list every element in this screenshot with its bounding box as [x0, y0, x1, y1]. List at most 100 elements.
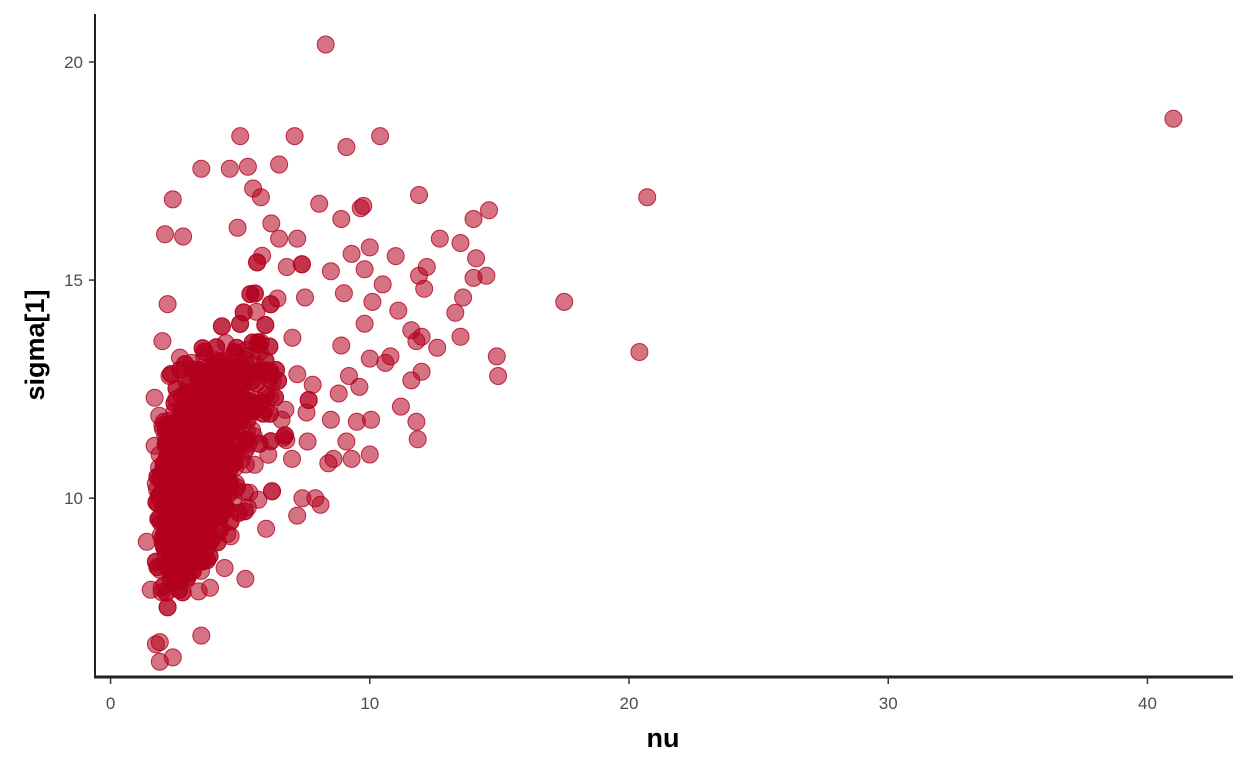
y-axis-ticks: 10 15 20	[64, 53, 95, 508]
data-point	[158, 598, 177, 617]
data-point	[231, 127, 250, 146]
data-point	[238, 430, 257, 449]
data-point	[220, 159, 239, 178]
data-point	[248, 253, 267, 272]
y-tick-label: 15	[64, 271, 83, 290]
data-point	[296, 288, 314, 307]
data-point	[342, 449, 361, 468]
data-point	[464, 210, 483, 228]
data-point	[189, 582, 208, 601]
data-point	[174, 227, 193, 246]
data-point	[350, 377, 369, 396]
data-point	[212, 317, 231, 336]
data-point	[381, 347, 400, 366]
data-point	[194, 376, 213, 395]
data-point	[292, 255, 311, 274]
data-point	[261, 295, 280, 314]
data-point	[638, 188, 657, 207]
data-point	[454, 288, 473, 307]
data-point	[412, 327, 431, 346]
data-point	[163, 552, 182, 571]
data-point	[316, 35, 335, 54]
data-point	[236, 483, 254, 502]
data-point	[262, 214, 281, 233]
data-point	[267, 361, 285, 379]
data-point	[334, 284, 353, 303]
y-tick-label: 20	[64, 53, 83, 72]
data-point	[451, 234, 470, 252]
data-point	[451, 327, 470, 346]
x-tick-label: 10	[360, 694, 379, 713]
data-point	[204, 432, 222, 451]
data-point	[386, 247, 405, 266]
data-point	[363, 292, 382, 311]
y-axis-title: sigma[1]	[20, 289, 50, 400]
data-point	[446, 303, 465, 322]
data-point	[489, 367, 508, 385]
data-point	[175, 386, 194, 405]
x-axis-title: nu	[647, 723, 680, 753]
data-point	[298, 432, 317, 451]
data-point	[428, 338, 447, 357]
data-point	[1164, 109, 1183, 128]
x-tick-label: 0	[106, 694, 115, 713]
data-point	[193, 492, 212, 511]
data-point	[270, 155, 289, 174]
data-point	[480, 201, 498, 220]
data-point	[630, 343, 649, 361]
data-point	[153, 332, 172, 351]
data-point	[430, 229, 449, 248]
data-point	[137, 532, 156, 551]
data-point	[283, 328, 302, 347]
data-point	[156, 225, 174, 244]
data-point	[332, 336, 351, 355]
data-point	[219, 440, 238, 459]
data-point	[415, 279, 434, 298]
data-point	[214, 484, 233, 503]
data-point	[347, 412, 366, 431]
data-point	[238, 157, 257, 176]
data-point	[141, 580, 160, 599]
data-point	[236, 569, 255, 588]
data-point	[389, 301, 408, 320]
data-point	[288, 506, 307, 525]
data-point	[299, 391, 318, 409]
data-point	[247, 374, 266, 393]
data-point	[555, 292, 574, 311]
data-point	[145, 436, 164, 455]
data-point	[270, 229, 289, 248]
data-point	[303, 375, 322, 394]
data-point	[182, 434, 201, 453]
data-point	[293, 489, 312, 508]
data-point	[192, 159, 211, 178]
data-point	[192, 626, 211, 645]
data-point	[146, 635, 165, 654]
data-point	[196, 469, 215, 488]
data-point	[163, 509, 182, 528]
data-point	[260, 337, 279, 356]
data-point	[218, 362, 237, 381]
data-point	[145, 388, 164, 407]
data-point	[337, 138, 356, 156]
data-point	[226, 409, 245, 428]
data-point	[193, 552, 212, 571]
x-tick-label: 40	[1138, 694, 1157, 713]
data-point	[158, 295, 177, 314]
data-point	[234, 303, 253, 322]
points-layer	[137, 35, 1183, 671]
data-point	[407, 412, 426, 431]
data-point	[288, 365, 307, 384]
data-point	[150, 486, 169, 505]
data-point	[340, 367, 358, 385]
data-point	[337, 432, 356, 451]
data-point	[342, 244, 361, 263]
data-point	[272, 410, 291, 429]
data-point	[467, 249, 486, 268]
data-point	[256, 316, 275, 334]
data-point	[310, 194, 329, 213]
data-point	[402, 371, 421, 390]
data-point	[277, 258, 296, 276]
data-point	[354, 196, 373, 215]
